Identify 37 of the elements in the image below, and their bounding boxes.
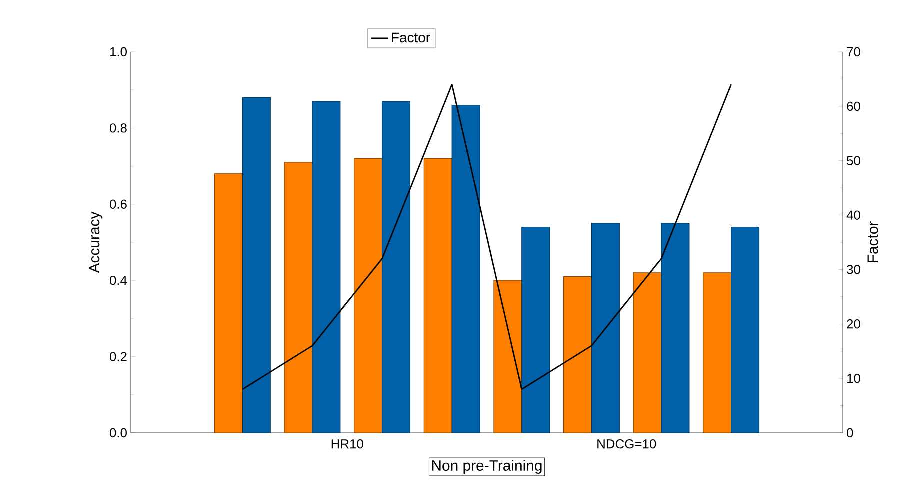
- y2-tick-label: 70: [847, 47, 860, 57]
- bar: [522, 226, 550, 434]
- bar: [661, 223, 690, 434]
- y2-tick-label: 40: [846, 210, 860, 220]
- bar: [284, 162, 313, 434]
- bar: [312, 101, 341, 434]
- bar: [494, 280, 522, 434]
- y-tick-label: 0.6: [110, 200, 127, 209]
- bar: [633, 272, 662, 434]
- x-axis-title: Non pre-Training: [432, 460, 542, 474]
- bar: [424, 158, 452, 434]
- y2-tick-label: 20: [847, 320, 860, 329]
- y2-tick-label: 0: [847, 428, 854, 438]
- bar: [563, 276, 592, 434]
- bar: [214, 174, 243, 434]
- y-tick-label: 0.2: [110, 352, 127, 362]
- bar: [591, 223, 620, 434]
- y-tick-label: 0.0: [110, 428, 127, 438]
- y2-tick-label: 50: [847, 156, 860, 166]
- bar: [703, 272, 732, 434]
- text: HR10: [332, 440, 364, 449]
- y2-tick-label: 60: [847, 102, 860, 112]
- y-tick-label: 0.4: [110, 276, 128, 286]
- y2-axis-title: Factor: [868, 222, 878, 262]
- bar: [731, 226, 760, 434]
- text: NDCG=10: [598, 440, 656, 449]
- y-tick-label: 1.0: [110, 47, 127, 57]
- y2-tick-label: 30: [847, 265, 860, 274]
- bar: [452, 105, 480, 434]
- legend-label: Factor: [392, 32, 430, 43]
- bar: [354, 158, 383, 434]
- bar: [242, 97, 271, 434]
- y2-tick-label: 10: [848, 374, 860, 384]
- y-axis-title: Accuracy: [89, 212, 103, 274]
- line-series: [242, 84, 732, 390]
- y-tick-label: 0.8: [110, 124, 127, 133]
- bar: [382, 101, 411, 434]
